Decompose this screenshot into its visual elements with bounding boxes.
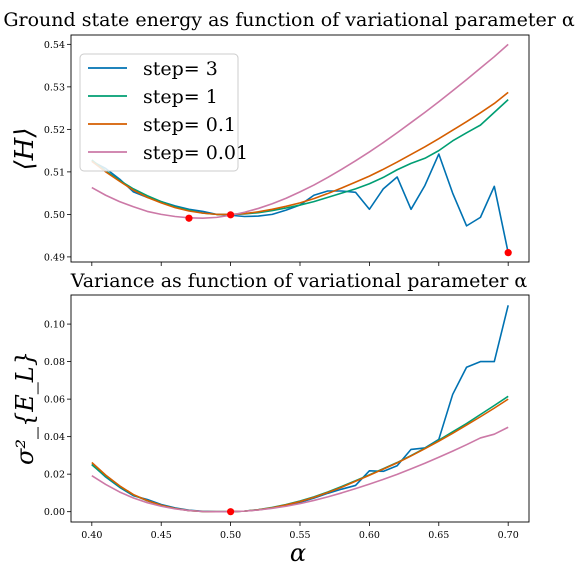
variance-line-step-0-1 xyxy=(91,398,509,513)
variance-xlabel: α xyxy=(290,539,306,567)
variance-xtick-label: 0.55 xyxy=(289,530,310,541)
legend-label-step-1: step= 1 xyxy=(143,86,218,108)
variance-series-lines xyxy=(91,305,509,513)
energy-ytick-label: 0.49 xyxy=(44,252,65,263)
energy-minimum-point xyxy=(185,214,193,222)
energy-panel: Ground state energy as function of varia… xyxy=(3,9,575,266)
legend-frame xyxy=(79,53,239,172)
variance-xtick-label: 0.40 xyxy=(81,530,102,541)
energy-title: Ground state energy as function of varia… xyxy=(3,9,574,31)
energy-line-step-1 xyxy=(91,99,509,216)
legend-label-step-3: step= 3 xyxy=(143,58,218,80)
energy-minimum-point xyxy=(227,211,235,219)
variance-xtick-label: 0.50 xyxy=(220,530,241,541)
legend: step= 3 step= 1 step= 0.1 step= 0.01 xyxy=(79,53,248,172)
variance-ytick-label: 0.00 xyxy=(44,507,65,518)
variance-ytick-label: 0.10 xyxy=(44,320,65,331)
variance-panel: Variance as function of variational para… xyxy=(11,270,530,567)
energy-ytick-label: 0.51 xyxy=(44,167,65,178)
variance-y-ticks: 0.00 0.02 0.04 0.06 0.08 0.10 xyxy=(44,320,71,518)
variance-title: Variance as function of variational para… xyxy=(70,270,528,292)
energy-x-ticks xyxy=(91,262,509,266)
variance-minima-markers xyxy=(227,508,235,516)
energy-ylabel: ⟨H⟩ xyxy=(10,128,40,171)
variance-line-step-0-01 xyxy=(91,426,509,513)
energy-y-ticks: 0.49 0.50 0.51 0.52 0.53 0.54 xyxy=(44,40,71,263)
variance-ytick-label: 0.04 xyxy=(44,432,65,443)
legend-entries: step= 3 step= 1 step= 0.1 step= 0.01 xyxy=(88,58,248,164)
energy-line-step-0-1 xyxy=(91,91,509,216)
variance-xtick-label: 0.70 xyxy=(498,530,519,541)
variance-xtick-label: 0.65 xyxy=(428,530,449,541)
variance-xtick-label: 0.60 xyxy=(359,530,380,541)
variance-minimum-point xyxy=(227,508,235,516)
variance-x-ticks: 0.40 0.45 0.50 0.55 0.60 0.65 0.70 xyxy=(81,522,519,541)
energy-ytick-label: 0.54 xyxy=(44,40,65,51)
energy-minima-markers xyxy=(185,211,512,257)
energy-line-step-0-01 xyxy=(91,43,509,220)
legend-label-step-0-01: step= 0.01 xyxy=(143,142,248,164)
energy-minimum-point xyxy=(504,249,512,257)
energy-ytick-label: 0.53 xyxy=(44,82,65,93)
variance-ylabel: σ²_{E_L} xyxy=(11,351,39,465)
variance-ytick-label: 0.06 xyxy=(44,395,65,406)
legend-label-step-0-1: step= 0.1 xyxy=(143,114,236,136)
energy-ytick-label: 0.52 xyxy=(44,125,65,136)
energy-ytick-label: 0.50 xyxy=(44,210,65,221)
variance-xtick-label: 0.45 xyxy=(151,530,172,541)
energy-series-lines xyxy=(91,43,509,253)
variance-ytick-label: 0.08 xyxy=(44,357,65,368)
variance-ytick-label: 0.02 xyxy=(44,470,65,481)
